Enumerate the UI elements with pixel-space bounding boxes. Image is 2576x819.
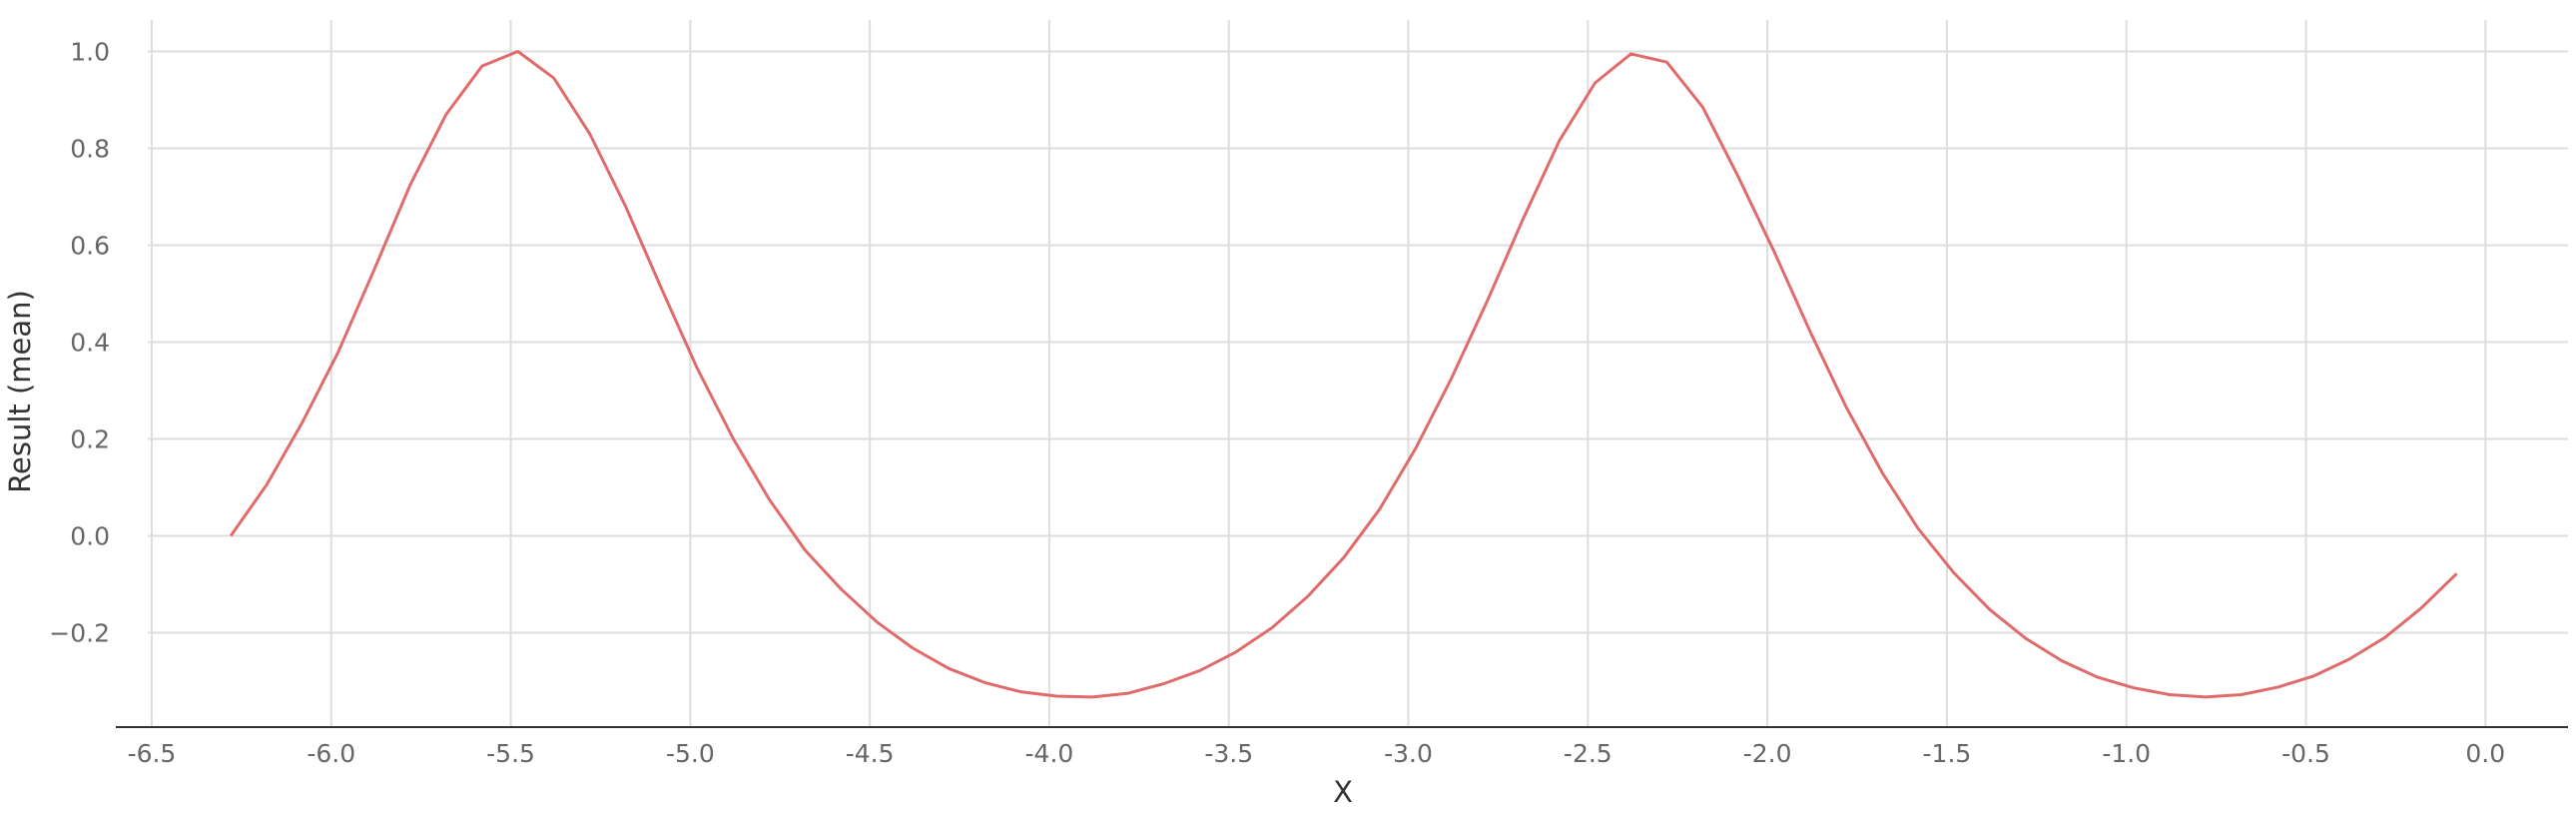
x-tick-label: -1.0 [2102, 739, 2151, 768]
y-tick-labels: 1.0 0.8 0.6 0.4 0.2 0.0 −0.2 [49, 38, 110, 648]
y-tick-label: −0.2 [49, 618, 110, 647]
x-tick-label: -2.5 [1564, 739, 1612, 768]
x-tick-label: -5.5 [486, 739, 535, 768]
x-tick-labels: -6.5 -6.0 -5.5 -5.0 -4.5 -4.0 -3.5 -3.0 -2.5 -2.0… [128, 739, 2506, 768]
x-tick-label: -2.0 [1743, 739, 1792, 768]
y-axis-title: Result (mean) [3, 290, 37, 493]
y-tick-label: 0.0 [70, 521, 110, 550]
y-gridlines [148, 50, 2568, 634]
y-tick-label: 0.8 [70, 135, 110, 164]
x-tick-label: -6.5 [128, 739, 177, 768]
x-tick-label: -0.5 [2281, 739, 2330, 768]
x-tick-label: -4.5 [846, 739, 895, 768]
x-tick-label: -6.0 [307, 739, 355, 768]
x-gridlines [150, 20, 2487, 727]
x-tick-label: -3.0 [1384, 739, 1433, 768]
y-tick-label: 0.4 [70, 328, 110, 357]
x-tick-label: -1.5 [1923, 739, 1972, 768]
x-axis-title: X [1333, 775, 1353, 809]
y-tick-label: 0.2 [70, 424, 110, 453]
y-tick-label: 0.6 [70, 231, 110, 260]
x-tick-label: 0.0 [2465, 739, 2505, 768]
series-line [229, 50, 2458, 699]
x-tick-label: -4.0 [1025, 739, 1074, 768]
y-tick-label: 1.0 [70, 38, 110, 67]
x-tick-label: -5.0 [666, 739, 715, 768]
x-tick-label: -3.5 [1204, 739, 1253, 768]
